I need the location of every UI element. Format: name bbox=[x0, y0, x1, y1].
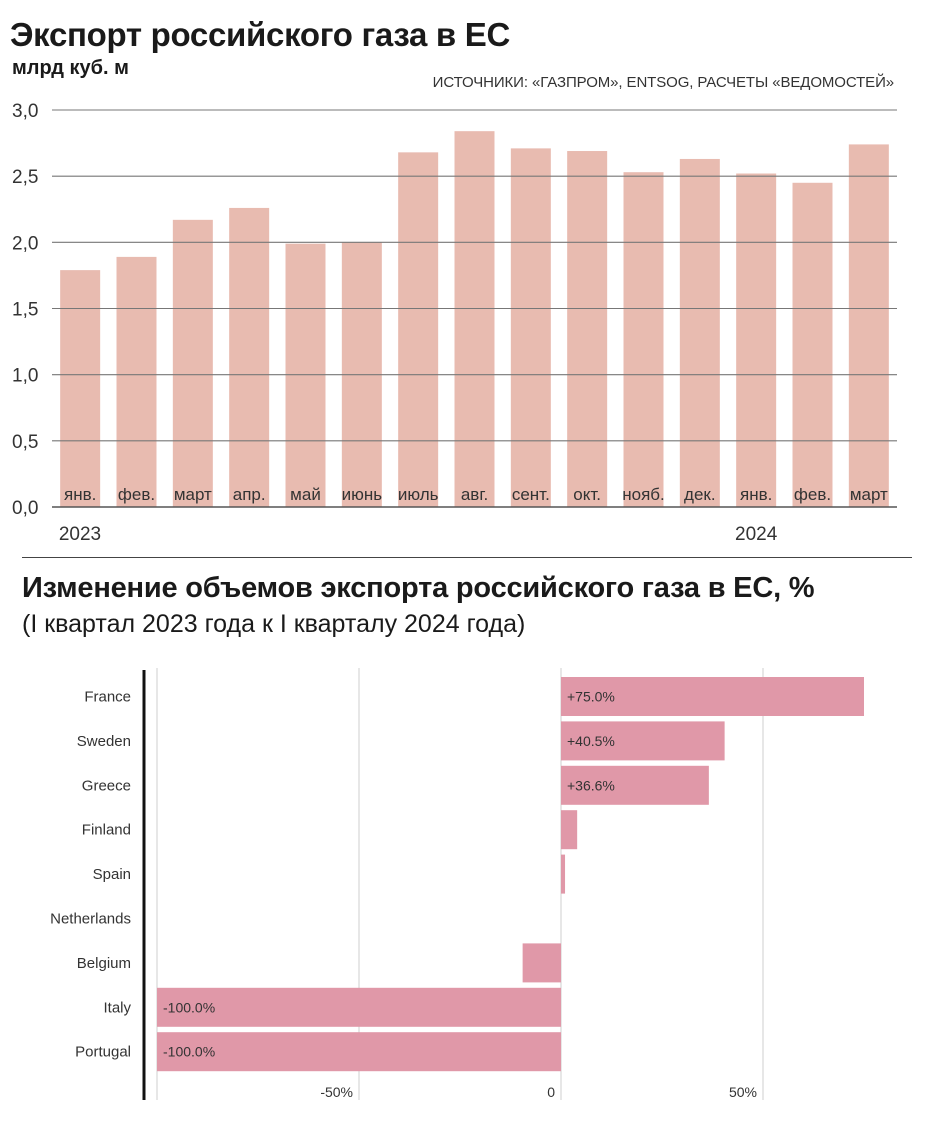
y-category-label: Portugal bbox=[75, 1044, 131, 1061]
y-tick-label: 1,5 bbox=[12, 300, 38, 321]
y-tick-label: 0,0 bbox=[12, 498, 38, 519]
bar-8 bbox=[454, 131, 495, 507]
y-category-label: Finland bbox=[82, 822, 131, 839]
year-label-2024: 2024 bbox=[735, 524, 778, 545]
bar-9 bbox=[510, 148, 551, 508]
bar-7 bbox=[398, 152, 439, 507]
chart2-title: Изменение объемов экспорта российского г… bbox=[22, 572, 815, 604]
y-category-label: Sweden bbox=[77, 733, 131, 750]
y-tick-label: 2,5 bbox=[12, 167, 38, 188]
y-category-label: France bbox=[84, 689, 131, 706]
x-category-label: июль bbox=[398, 485, 439, 504]
x-category-label: фев. bbox=[794, 485, 831, 504]
bar-14 bbox=[792, 182, 833, 508]
chart1-unit: млрд куб. м bbox=[12, 57, 129, 79]
x-category-label: нояб. bbox=[622, 485, 665, 504]
hbar-3 bbox=[561, 765, 709, 805]
x-category-label: фев. bbox=[118, 485, 155, 504]
hbar-9 bbox=[157, 1032, 561, 1072]
hbar-8 bbox=[157, 987, 561, 1027]
y-category-label: Netherlands bbox=[50, 911, 131, 928]
x-category-label: сент. bbox=[512, 485, 550, 504]
y-tick-label: 3,0 bbox=[12, 101, 38, 122]
x-category-label: окт. bbox=[573, 485, 601, 504]
hbar-2 bbox=[561, 721, 725, 761]
x-category-label: дек. bbox=[684, 485, 716, 504]
y-category-label: Greece bbox=[82, 777, 131, 794]
data-label: +75.0% bbox=[567, 689, 615, 705]
hbar-4 bbox=[561, 810, 578, 850]
bar-4 bbox=[229, 207, 270, 507]
section-divider bbox=[22, 557, 912, 558]
y-tick-label: 0,5 bbox=[12, 432, 38, 453]
bar-11 bbox=[623, 172, 664, 508]
x-category-label: март bbox=[174, 485, 212, 504]
chart1-source: ИСТОЧНИКИ: «ГАЗПРОМ», ENTSOG, РАСЧЕТЫ «В… bbox=[432, 74, 894, 91]
data-label: +40.5% bbox=[567, 733, 615, 749]
bar-15 bbox=[848, 144, 889, 507]
bar-1 bbox=[60, 270, 101, 507]
bar-5 bbox=[285, 243, 326, 507]
x-category-label: янв. bbox=[740, 485, 772, 504]
y-tick-label: 1,0 bbox=[12, 366, 38, 387]
chart1-plot: 0,0 0,5 1,0 1,5 2,0 2,5 3,0 янв. фев. март апр. май… bbox=[12, 101, 897, 545]
data-label: +36.6% bbox=[567, 777, 615, 793]
bar-3 bbox=[172, 219, 213, 507]
x-category-label: май bbox=[290, 485, 321, 504]
chart1-title: Экспорт российского газа в ЕС bbox=[10, 16, 511, 53]
x-category-label: март bbox=[850, 485, 888, 504]
bar-2 bbox=[116, 256, 157, 507]
year-label-2023: 2023 bbox=[59, 524, 101, 545]
bar-13 bbox=[736, 173, 777, 507]
hbar-7 bbox=[522, 943, 561, 983]
x-tick-label: -50% bbox=[320, 1084, 353, 1100]
hbar-5 bbox=[561, 854, 566, 894]
y-category-label: Spain bbox=[93, 866, 131, 883]
bar-10 bbox=[567, 151, 608, 508]
hbar-1 bbox=[561, 677, 864, 716]
x-category-label: янв. bbox=[64, 485, 96, 504]
chart2-subtitle: (I квартал 2023 года к I кварталу 2024 г… bbox=[22, 610, 526, 638]
x-category-label: авг. bbox=[461, 485, 488, 504]
data-label: -100.0% bbox=[163, 1044, 215, 1060]
x-tick-label: 0 bbox=[547, 1084, 555, 1100]
x-tick-label: 50% bbox=[729, 1084, 757, 1100]
y-category-label: Belgium bbox=[77, 955, 131, 972]
x-category-label: июнь bbox=[342, 485, 383, 504]
bar-12 bbox=[679, 158, 720, 508]
y-category-label: Italy bbox=[103, 999, 131, 1016]
y-tick-label: 2,0 bbox=[12, 233, 38, 254]
x-category-label: апр. bbox=[233, 485, 266, 504]
data-label: -100.0% bbox=[163, 999, 215, 1015]
